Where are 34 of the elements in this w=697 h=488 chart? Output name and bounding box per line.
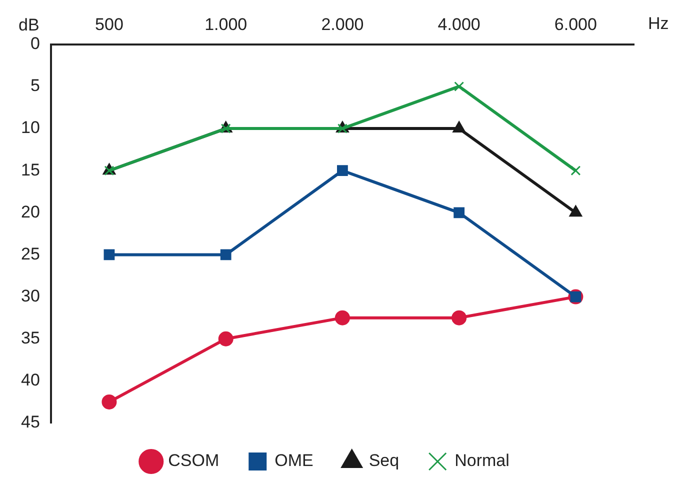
y-tick-label: 25 (20, 244, 40, 264)
x-tick-label: 6.000 (554, 14, 597, 34)
y-axis-title: dB (18, 16, 40, 35)
y-tick-label: 45 (20, 412, 40, 432)
y-tick-label: 20 (20, 202, 40, 222)
x-axis-title: Hz (648, 14, 669, 33)
point (452, 310, 467, 326)
x-tick-label: 4.000 (438, 14, 480, 34)
y-tick-label: 15 (20, 160, 40, 180)
point (454, 81, 464, 92)
point (220, 124, 231, 134)
point (104, 249, 115, 260)
point (569, 205, 582, 217)
point (337, 165, 348, 176)
x-tick-label: 1.000 (204, 14, 248, 34)
x-tick-label: 500 (95, 14, 124, 34)
legend-label: CSOM (168, 451, 220, 470)
legend-label: OME (274, 451, 314, 470)
point (452, 121, 466, 133)
y-tick-label: 10 (20, 118, 40, 138)
point (220, 249, 232, 260)
x-tick-label: 2.000 (321, 14, 364, 34)
point (218, 331, 234, 346)
y-tick-label: 0 (30, 34, 40, 54)
point (334, 310, 350, 326)
y-tick-label: 35 (20, 328, 40, 348)
y-tick-label: 30 (20, 286, 40, 306)
point (570, 166, 581, 176)
y-tick-label: 5 (30, 76, 40, 96)
point (454, 207, 465, 218)
point (102, 394, 117, 410)
legend-label: Seq (368, 451, 400, 470)
legend-label: Normal (454, 451, 510, 470)
y-tick-label: 40 (20, 370, 40, 390)
